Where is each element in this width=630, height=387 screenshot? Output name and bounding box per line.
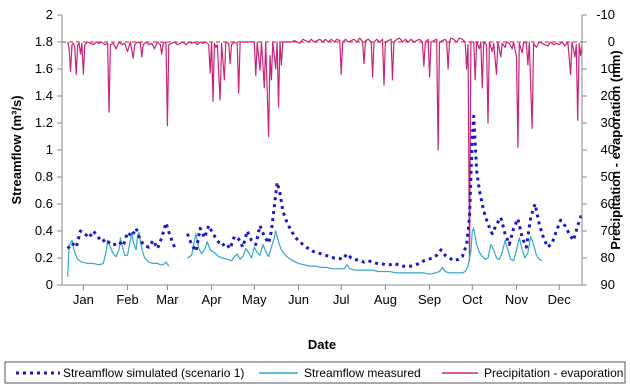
y-tick-label: 1.6	[35, 61, 53, 76]
x-axis-title: Date	[308, 337, 336, 352]
series-line	[68, 38, 582, 261]
y-tick-label: 0.8	[35, 169, 53, 184]
y2-axis-title: Precipitation - evaporation (mm)	[608, 50, 623, 249]
x-tick-label: Dec	[548, 292, 572, 307]
x-tick-label: Mar	[156, 292, 179, 307]
legend-label-measured: Streamflow measured	[304, 366, 421, 380]
x-tick-label: Apr	[201, 292, 222, 307]
y2-tick-label: 90	[601, 277, 615, 292]
y-axis-title: Streamflow (m³/s)	[9, 95, 24, 204]
y-tick-label: 1.8	[35, 34, 53, 49]
y-tick-label: 1.4	[35, 88, 53, 103]
x-tick-label: Oct	[462, 292, 483, 307]
y-tick-label: 0.6	[35, 196, 53, 211]
x-tick-label: Jul	[333, 292, 350, 307]
y-tick-label: 2	[46, 7, 53, 22]
series-line	[187, 228, 542, 274]
x-tick-label: May	[242, 292, 267, 307]
y-tick-label: 1.2	[35, 115, 53, 130]
y2-tick-label: -10	[596, 7, 615, 22]
series-line	[68, 232, 169, 277]
legend-label-simulated: Streamflow simulated (scenario 1)	[63, 366, 244, 380]
x-tick-label: Jun	[288, 292, 309, 307]
x-tick-label: Feb	[116, 292, 138, 307]
legend-label-precip: Precipitation - evaporation	[484, 366, 623, 380]
series-layer	[62, 38, 582, 277]
y-tick-label: 0.2	[35, 250, 53, 265]
series-line	[187, 116, 582, 266]
x-tick-label: Nov	[505, 292, 529, 307]
y-tick-label: 0	[46, 277, 53, 292]
y-tick-label: 1	[46, 142, 53, 157]
legend: Streamflow simulated (scenario 1) Stream…	[5, 362, 625, 383]
y2-tick-label: 80	[601, 250, 615, 265]
series-line	[68, 223, 175, 249]
y2-tick-label: 0	[608, 34, 615, 49]
x-tick-label: Sep	[418, 292, 441, 307]
y-tick-label: 0.4	[35, 223, 53, 238]
x-tick-label: Aug	[374, 292, 397, 307]
ticks-layer: 00.20.40.60.811.21.41.61.82 -100102030405…	[35, 7, 615, 307]
x-tick-label: Jan	[73, 292, 94, 307]
